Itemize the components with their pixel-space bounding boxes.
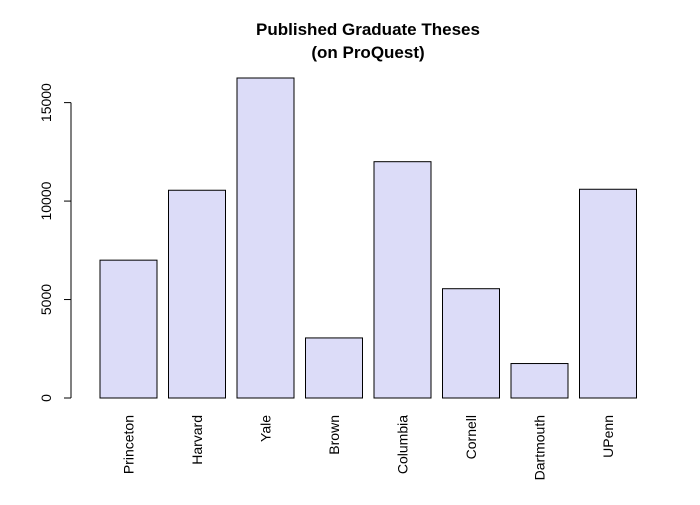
y-tick-label: 10000 — [38, 181, 54, 220]
y-tick-label: 15000 — [38, 83, 54, 122]
bar-cornell — [442, 288, 500, 399]
y-tick-label: 5000 — [38, 284, 54, 315]
x-tick-label: Yale — [258, 415, 274, 442]
x-tick-label: UPenn — [600, 415, 616, 458]
chart-title: Published Graduate Theses — [256, 20, 480, 39]
chart-subtitle: (on ProQuest) — [311, 43, 424, 62]
x-tick-label: Cornell — [463, 415, 479, 459]
x-tick-labels: Princeton Harvard Yale Brown Columbia Cornell… — [121, 415, 617, 481]
y-tick-label: 0 — [38, 394, 54, 402]
bar-princeton — [99, 259, 158, 399]
bar-harvard — [168, 189, 226, 399]
x-tick-label: Dartmouth — [532, 415, 548, 480]
bar-dartmouth — [510, 363, 569, 399]
x-tick-label: Columbia — [395, 415, 411, 474]
bar-yale — [236, 77, 295, 399]
x-tick-label: Brown — [326, 415, 342, 455]
x-tick-label: Harvard — [189, 415, 205, 465]
bar-upenn — [579, 188, 637, 399]
y-axis: 0 5000 10000 15000 — [38, 83, 72, 402]
bar-brown — [305, 337, 363, 399]
bar-columbia — [373, 161, 432, 399]
bars-group — [99, 77, 637, 399]
x-tick-label: Princeton — [121, 415, 137, 474]
